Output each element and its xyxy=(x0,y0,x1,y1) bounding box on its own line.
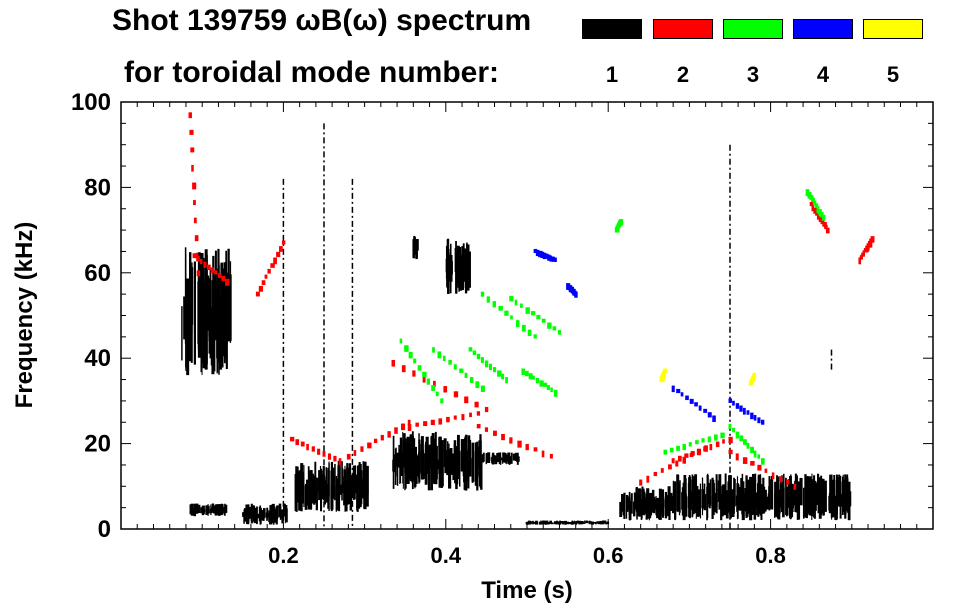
series-n=5 xyxy=(659,368,757,386)
series-n=4 xyxy=(533,248,765,425)
series-n=2 xyxy=(188,112,875,490)
series-n=1-region-7 xyxy=(445,238,471,294)
y-tick-label: 100 xyxy=(71,89,111,116)
series-n=2-chirp-0 xyxy=(188,112,201,277)
series-n=5-chirp-0 xyxy=(659,368,668,383)
series-n=1-region-4 xyxy=(392,431,483,491)
series-n=2-chirp-12 xyxy=(858,236,875,265)
series-n=2-chirp-2 xyxy=(255,240,286,297)
series-n=3-chirp-4 xyxy=(509,295,562,335)
x-tick-label: 0.8 xyxy=(755,543,786,568)
series-n=2-chirp-11 xyxy=(809,201,830,234)
series-n=1-region-10 xyxy=(525,520,610,525)
series-n=3-chirp-8 xyxy=(728,424,765,465)
series-n=3-chirp-9 xyxy=(805,189,826,221)
series-n=3-chirp-0 xyxy=(399,338,444,404)
series-n=2-chirp-10 xyxy=(728,449,797,490)
y-tick-label: 80 xyxy=(84,174,111,201)
legend-label-n4: 4 xyxy=(816,62,830,87)
series-n=1-region-9 xyxy=(672,473,852,521)
series-n=1-region-0 xyxy=(181,247,232,376)
series-n=3-chirp-3 xyxy=(480,291,537,339)
legend-swatch-n5 xyxy=(863,19,923,39)
legend-label-n1: 1 xyxy=(605,62,619,87)
y-tick-label: 0 xyxy=(98,516,111,543)
series-n=2-chirp-3 xyxy=(290,436,342,465)
legend-label-n3: 3 xyxy=(746,62,760,87)
series-n=3-chirp-7 xyxy=(663,432,725,455)
chart-title: Shot 139759 ωB(ω) spectrum xyxy=(112,4,532,37)
legend-label-n5: 5 xyxy=(886,62,900,87)
legend-label-n2: 2 xyxy=(676,62,690,87)
series-n=3-chirp-1 xyxy=(432,347,485,392)
series-n=2-chirp-6 xyxy=(476,424,553,459)
series-n=4-chirp-2 xyxy=(671,385,716,423)
spectrogram-marks xyxy=(181,112,875,529)
y-axis-label: Frequency (kHz) xyxy=(11,222,38,409)
series-n=1-region-8 xyxy=(619,486,674,521)
series-n=3 xyxy=(399,189,826,465)
legend-swatch-n4 xyxy=(793,19,853,39)
axis-ticks: 0 20 40 60 80 100 0.2 0.4 0.6 0.8 xyxy=(71,89,933,568)
series-n=1-region-6 xyxy=(412,235,419,260)
series-n=4-chirp-0 xyxy=(533,248,557,262)
x-tick-label: 0.2 xyxy=(268,543,299,568)
x-tick-label: 0.6 xyxy=(593,543,624,568)
series-n=1-region-2 xyxy=(242,503,288,525)
legend-swatch-n1 xyxy=(582,19,642,39)
series-n=1 xyxy=(181,123,852,529)
y-tick-label: 40 xyxy=(84,345,111,372)
legend-swatch-n2 xyxy=(653,19,713,39)
series-n=1-region-3 xyxy=(294,460,369,512)
series-n=2-chirp-5 xyxy=(407,411,481,431)
series-n=5-chirp-1 xyxy=(748,372,757,386)
series-n=4-chirp-3 xyxy=(728,398,765,425)
x-axis-label: Time (s) xyxy=(481,577,573,604)
series-n=1-region-1 xyxy=(189,503,228,517)
series-n=3-chirp-5 xyxy=(521,368,558,397)
series-n=2-chirp-7 xyxy=(391,359,489,413)
plot-frame xyxy=(120,101,934,530)
y-tick-label: 60 xyxy=(84,260,111,287)
series-n=4-chirp-1 xyxy=(566,283,578,298)
legend-swatch-n3 xyxy=(723,19,783,39)
series-n=2-chirp-9 xyxy=(671,436,733,464)
legend-caption: for toroidal mode number: xyxy=(124,56,499,89)
series-n=2-chirp-4 xyxy=(346,419,411,460)
series-n=2-chirp-1 xyxy=(192,253,230,286)
x-tick-label: 0.4 xyxy=(431,543,462,568)
series-n=3-chirp-2 xyxy=(468,347,508,384)
series-n=3-chirp-6 xyxy=(614,219,624,233)
series-n=1-region-5 xyxy=(481,452,520,465)
y-tick-label: 20 xyxy=(84,431,111,458)
